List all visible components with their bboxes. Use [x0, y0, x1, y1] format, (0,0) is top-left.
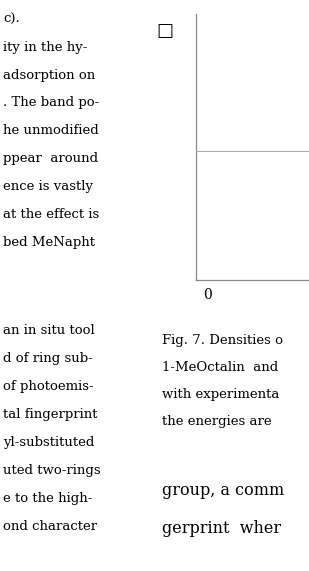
Text: 0: 0 [203, 288, 211, 303]
Text: adsorption on: adsorption on [3, 69, 95, 82]
Text: bed MeNapht: bed MeNapht [3, 236, 95, 250]
Text: . The band po-: . The band po- [3, 96, 99, 110]
Text: gerprint  wher: gerprint wher [162, 520, 281, 537]
Text: yl-substituted: yl-substituted [3, 436, 95, 449]
Text: ence is vastly: ence is vastly [3, 180, 93, 194]
Text: ond character: ond character [3, 520, 97, 533]
Text: d of ring sub-: d of ring sub- [3, 352, 93, 365]
Text: he unmodified: he unmodified [3, 124, 99, 138]
Text: Fig. 7. Densities o: Fig. 7. Densities o [162, 334, 283, 347]
Text: uted two-rings: uted two-rings [3, 464, 101, 477]
Text: ity in the hy-: ity in the hy- [3, 41, 87, 54]
Text: with experimenta: with experimenta [162, 388, 280, 401]
Text: group, a comm: group, a comm [162, 482, 285, 500]
Text: at the effect is: at the effect is [3, 208, 99, 222]
Text: □: □ [157, 22, 174, 40]
Text: 1-MeOctalin  and: 1-MeOctalin and [162, 361, 278, 374]
Text: tal fingerprint: tal fingerprint [3, 408, 98, 421]
Text: c).: c). [3, 13, 20, 26]
Text: e to the high-: e to the high- [3, 492, 92, 505]
Text: of photoemis-: of photoemis- [3, 380, 94, 393]
Text: an in situ tool: an in situ tool [3, 324, 95, 337]
Text: ppear  around: ppear around [3, 152, 98, 166]
Text: the energies are: the energies are [162, 415, 276, 428]
